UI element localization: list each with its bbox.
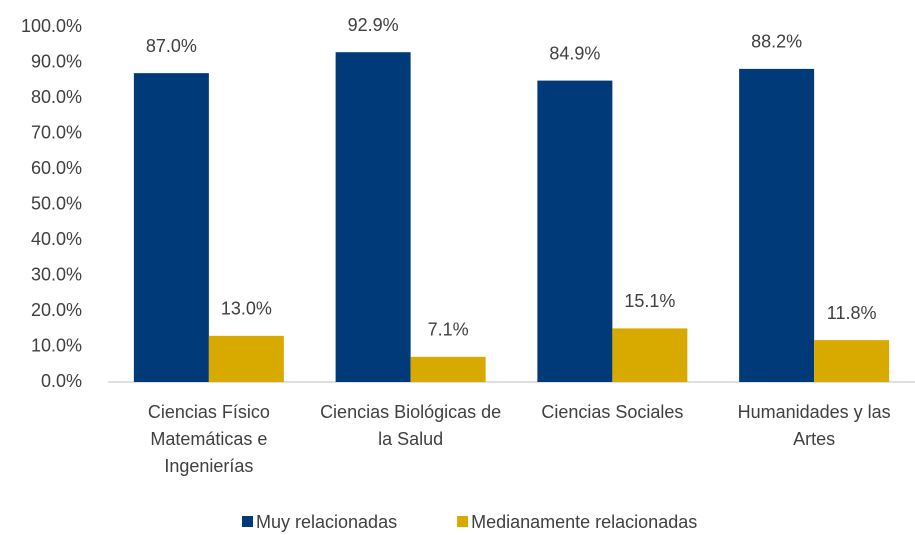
y-tick-label: 70.0%: [31, 122, 82, 142]
value-label: 92.9%: [348, 15, 399, 35]
value-label: 84.9%: [549, 43, 600, 63]
value-label: 15.1%: [624, 291, 675, 311]
value-label: 87.0%: [146, 36, 197, 56]
legend-label: Muy relacionadas: [256, 512, 397, 532]
y-tick-label: 100.0%: [21, 16, 82, 36]
value-label: 88.2%: [751, 32, 802, 52]
x-tick-label: Ciencias Físico Matemáticas e Ingeniería…: [147, 402, 270, 476]
y-tick-label: 80.0%: [31, 87, 82, 107]
y-tick-label: 10.0%: [31, 335, 82, 355]
y-tick-label: 60.0%: [31, 158, 82, 178]
y-tick-label: 90.0%: [31, 51, 82, 71]
bar: [814, 340, 890, 382]
value-label: 13.0%: [221, 299, 272, 319]
x-tick-label: Ciencias Biológicas de la Salud: [320, 402, 502, 449]
y-tick-label: 20.0%: [31, 300, 82, 320]
y-tick-label: 50.0%: [31, 193, 82, 213]
x-tick-label: Ciencias Sociales: [541, 402, 684, 422]
y-tick-label: 30.0%: [31, 264, 82, 284]
bar: [335, 52, 411, 383]
bar: [739, 68, 815, 382]
legend-swatch: [457, 516, 469, 527]
value-label: 11.8%: [827, 303, 877, 323]
bar: [537, 80, 613, 382]
value-label: 7.1%: [428, 320, 469, 340]
bar: [208, 335, 284, 382]
bar: [133, 73, 209, 383]
legend-label: Medianamente relacionadas: [471, 512, 697, 532]
legend-swatch: [242, 516, 253, 527]
x-tick-label: Humanidades y las Artes: [737, 402, 891, 449]
y-tick-label: 40.0%: [31, 229, 82, 249]
y-tick-label: 0.0%: [41, 371, 82, 391]
bar: [612, 328, 688, 382]
bar: [410, 356, 486, 382]
